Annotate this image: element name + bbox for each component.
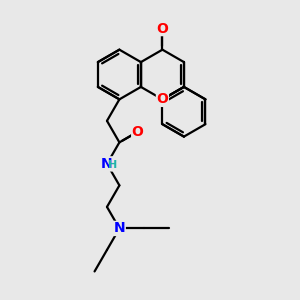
Text: N: N — [101, 157, 113, 171]
Text: O: O — [157, 22, 168, 36]
Text: O: O — [157, 92, 168, 106]
Text: O: O — [132, 125, 144, 139]
Text: N: N — [114, 221, 125, 236]
Text: H: H — [108, 160, 117, 170]
